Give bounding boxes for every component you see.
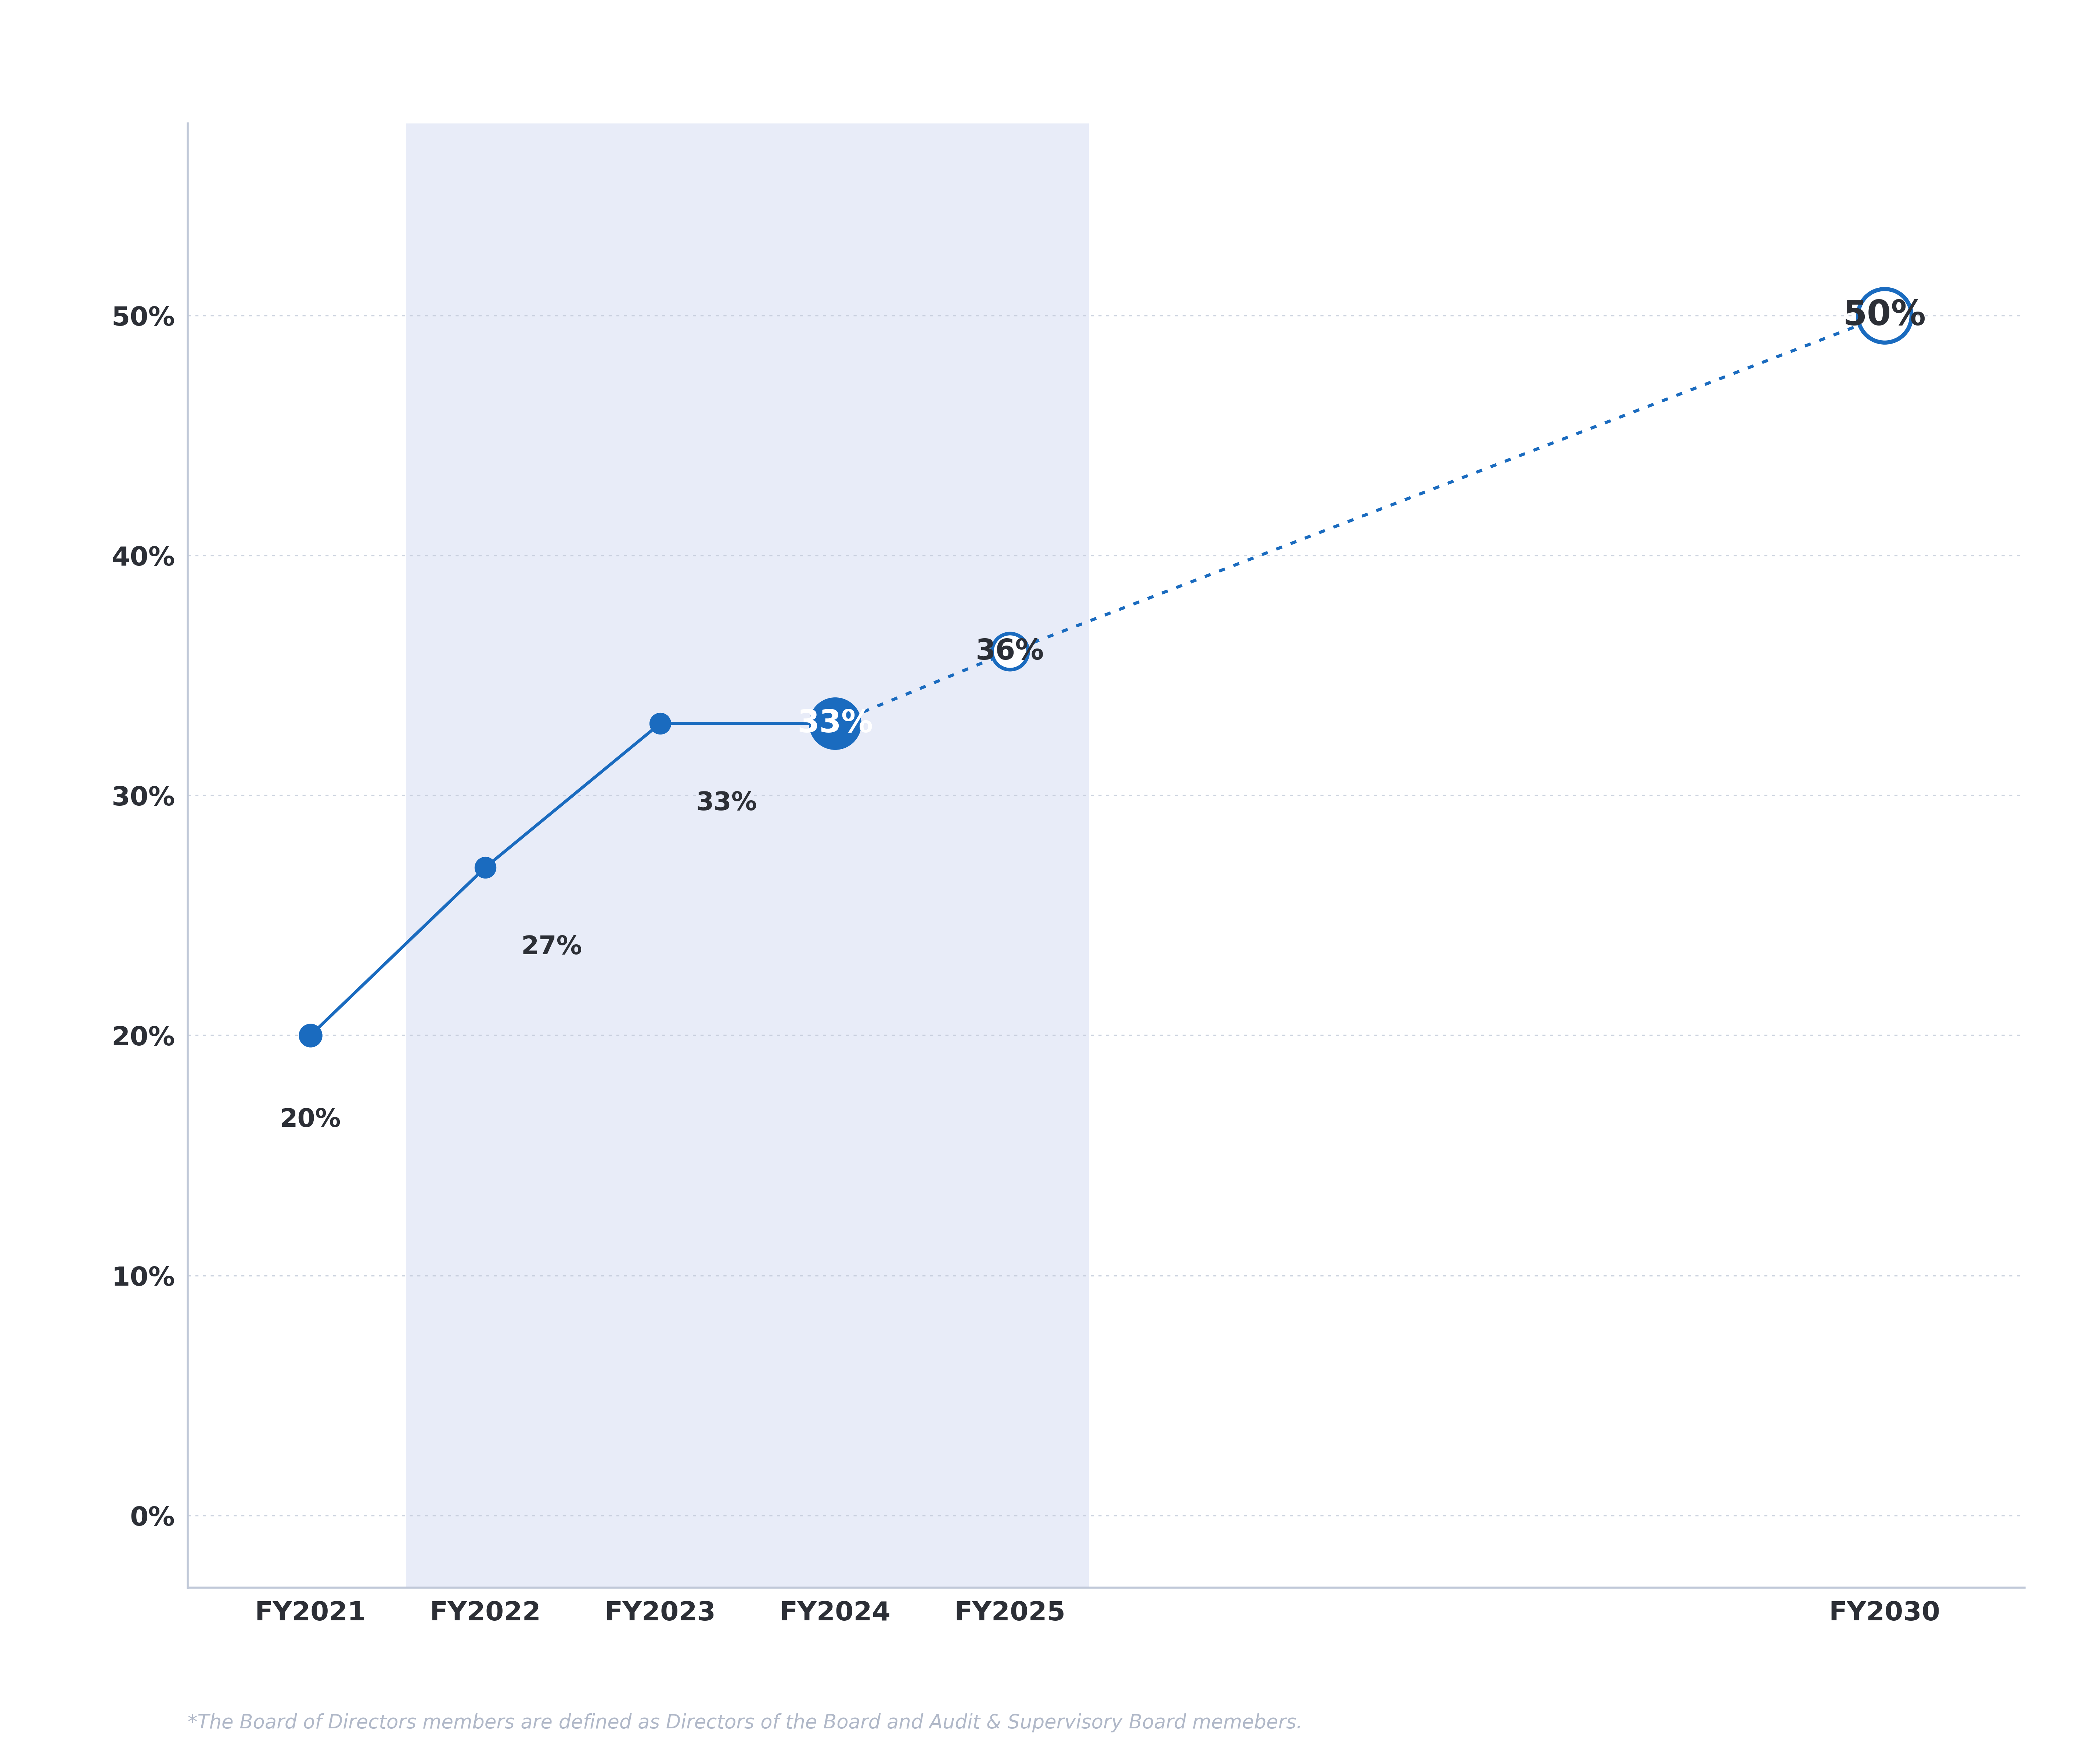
Point [467, 854, 501, 882]
Bar [407, 123, 1089, 1588]
Text: 33%: 33% [695, 790, 758, 815]
Point [294, 1021, 328, 1050]
Point [993, 637, 1027, 665]
Text: 20%: 20% [280, 1108, 340, 1132]
Point [818, 709, 851, 737]
Point [643, 709, 676, 737]
Text: 27%: 27% [522, 935, 582, 960]
Text: 50%: 50% [1843, 298, 1926, 332]
Point [1868, 302, 1901, 330]
Text: *The Board of Directors members are defined as Directors of the Board and Audit : *The Board of Directors members are defi… [188, 1713, 1302, 1732]
Text: 33%: 33% [797, 709, 872, 739]
Text: 36%: 36% [977, 637, 1044, 665]
